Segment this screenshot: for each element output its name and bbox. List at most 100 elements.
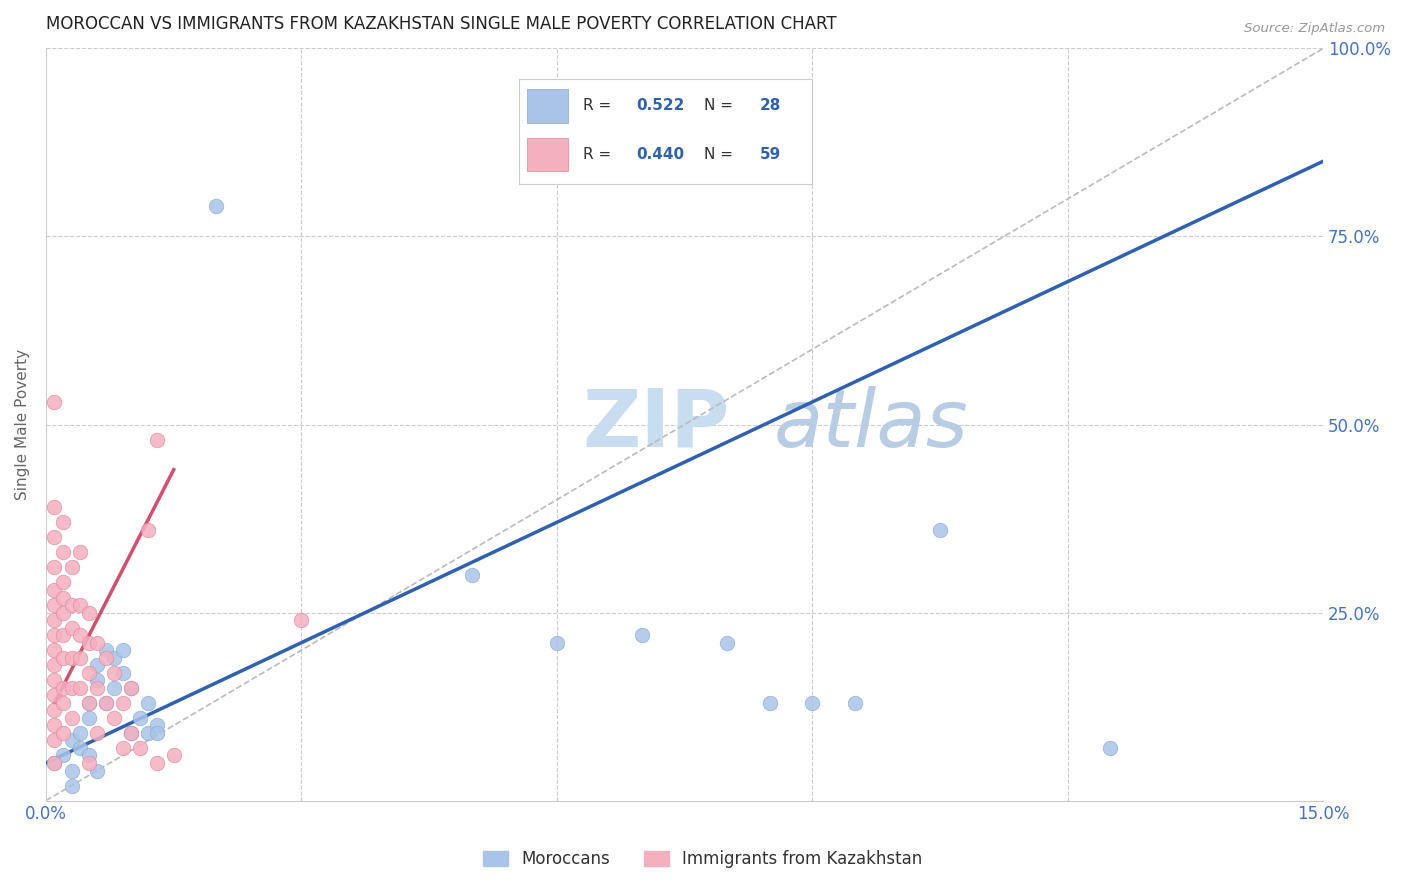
Point	[44, 395, 66, 409]
Point	[145, 726, 167, 740]
Point	[52, 516, 75, 530]
Point	[77, 635, 100, 649]
Point	[111, 665, 134, 680]
Point	[205, 199, 228, 213]
Point	[136, 726, 159, 740]
Point	[60, 560, 83, 574]
Point	[44, 718, 66, 732]
Point	[44, 582, 66, 597]
Point	[44, 530, 66, 544]
Point	[86, 764, 108, 778]
Point	[60, 650, 83, 665]
Point	[44, 689, 66, 703]
Legend: Moroccans, Immigrants from Kazakhstan: Moroccans, Immigrants from Kazakhstan	[477, 844, 929, 875]
Point	[758, 696, 780, 710]
Point	[103, 681, 125, 695]
Point	[94, 696, 117, 710]
Point	[44, 703, 66, 717]
Point	[52, 650, 75, 665]
Point	[44, 643, 66, 657]
Point	[52, 748, 75, 763]
Point	[1099, 741, 1122, 756]
Point	[546, 635, 568, 649]
Point	[120, 681, 142, 695]
Point	[77, 606, 100, 620]
Point	[44, 500, 66, 515]
Point	[44, 658, 66, 673]
Point	[111, 741, 134, 756]
Point	[111, 643, 134, 657]
Point	[801, 696, 824, 710]
Point	[44, 628, 66, 642]
Point	[77, 665, 100, 680]
Point	[44, 733, 66, 747]
Point	[844, 696, 866, 710]
Point	[44, 613, 66, 627]
Point	[716, 635, 738, 649]
Point	[44, 673, 66, 688]
Point	[60, 764, 83, 778]
Point	[94, 650, 117, 665]
Point	[86, 681, 108, 695]
Point	[86, 658, 108, 673]
Text: atlas: atlas	[773, 385, 969, 464]
Point	[77, 756, 100, 770]
Point	[77, 748, 100, 763]
Point	[128, 741, 150, 756]
Point	[94, 643, 117, 657]
Point	[60, 711, 83, 725]
Point	[111, 696, 134, 710]
Point	[52, 575, 75, 590]
Point	[52, 681, 75, 695]
Point	[145, 756, 167, 770]
Point	[69, 598, 91, 612]
Point	[163, 748, 186, 763]
Point	[44, 598, 66, 612]
Point	[145, 433, 167, 447]
Point	[290, 613, 312, 627]
Point	[69, 681, 91, 695]
Point	[136, 523, 159, 537]
Point	[52, 696, 75, 710]
Point	[120, 681, 142, 695]
Text: Source: ZipAtlas.com: Source: ZipAtlas.com	[1244, 22, 1385, 36]
Point	[460, 568, 482, 582]
Point	[94, 696, 117, 710]
Point	[120, 726, 142, 740]
Y-axis label: Single Male Poverty: Single Male Poverty	[15, 349, 30, 500]
Point	[60, 621, 83, 635]
Point	[52, 545, 75, 559]
Point	[52, 591, 75, 605]
Point	[128, 711, 150, 725]
Point	[52, 606, 75, 620]
Text: ZIP: ZIP	[582, 385, 730, 464]
Point	[60, 598, 83, 612]
Point	[86, 726, 108, 740]
Point	[69, 650, 91, 665]
Point	[103, 665, 125, 680]
Point	[145, 718, 167, 732]
Point	[44, 756, 66, 770]
Text: MOROCCAN VS IMMIGRANTS FROM KAZAKHSTAN SINGLE MALE POVERTY CORRELATION CHART: MOROCCAN VS IMMIGRANTS FROM KAZAKHSTAN S…	[46, 15, 837, 33]
Point	[52, 726, 75, 740]
Point	[136, 696, 159, 710]
Point	[103, 650, 125, 665]
Point	[44, 560, 66, 574]
Point	[69, 741, 91, 756]
Point	[69, 726, 91, 740]
Point	[77, 711, 100, 725]
Point	[60, 779, 83, 793]
Point	[77, 696, 100, 710]
Point	[77, 696, 100, 710]
Point	[631, 628, 654, 642]
Point	[103, 711, 125, 725]
Point	[86, 673, 108, 688]
Point	[86, 635, 108, 649]
Point	[120, 726, 142, 740]
Point	[44, 756, 66, 770]
Point	[60, 733, 83, 747]
Point	[69, 545, 91, 559]
Point	[60, 681, 83, 695]
Point	[52, 628, 75, 642]
Point	[929, 523, 952, 537]
